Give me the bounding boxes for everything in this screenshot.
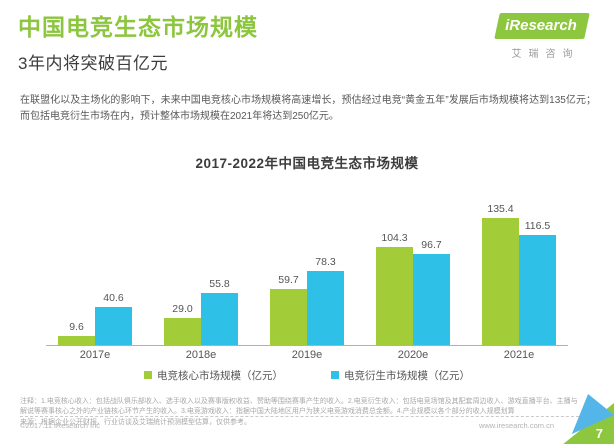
bar-chart-plot: 9.6 40.6 29.0 55.8 59.7 78.3 104.3 96.7 135.4 116… [46,197,568,346]
x-axis-label: 2020e [397,348,429,361]
legend-swatch-core [144,371,152,380]
bar-core-market [164,317,201,345]
bar-core-market [482,217,519,345]
bar-group: 29.0 55.8 [164,278,238,345]
x-axis-labels: 2017e 2018e 2019e 2020e 2021e [46,349,568,361]
bar-value-label: 135.4 [487,202,514,215]
legend-swatch-derivative [331,371,339,380]
x-axis-label: 2017e [79,348,111,361]
page-title: 中国电竞生态市场规模 [18,14,258,40]
bar-group: 104.3 96.7 [376,232,450,345]
chart-title: 2017-2022年中国电竞生态市场规模 [195,155,419,171]
bar-derivative-market [307,270,344,345]
bar-value-label: 29.0 [172,302,193,315]
bar-value-label: 40.6 [103,291,124,304]
footnotes: 注释：1.电竞核心收入：包括战队俱乐部收入、选手收入以及赛事版权收益、赞助等围绕… [20,397,592,429]
iresearch-logo-cn: 艾瑞咨询 [511,49,580,60]
legend-label-core: 电竞核心市场规模（亿元） [157,369,283,382]
footer-website: www.iresearch.com.cn [478,421,554,430]
bar-core-market [270,288,307,345]
bar-value-label: 55.8 [209,277,230,290]
corner-graphic: 7 [560,394,614,444]
footer-divider [20,416,614,417]
iresearch-logo-flag: iResearch [494,13,590,39]
bar-value-label: 104.3 [381,231,408,244]
x-axis-label: 2019e [291,348,323,361]
bar-derivative-market [201,292,238,345]
bar-value-label: 59.7 [278,273,299,286]
bar-derivative-market [519,234,556,345]
footer-copyright: ©2017.11 iResearch Inc [20,421,101,430]
footnote-line: 解说等赛事核心之外的产业链核心环节产生的收入。3.电竞游戏收入：指据中国大陆地区… [20,408,515,416]
legend-item-derivative: 电竞衍生市场规模（亿元） [331,368,470,383]
bar-core-market [376,246,413,345]
x-axis-label: 2021e [503,348,535,361]
footnote-line: 注释：1.电竞核心收入：包括战队俱乐部收入、选手收入以及赛事版权收益、赞助等围绕… [20,397,578,405]
page-number: 7 [595,426,603,441]
page-subtitle: 3年内将突破百亿元 [18,53,168,73]
footnote-line: 来源：根据企业公开财报、行业访谈及艾瑞统计预测模型估算，仅供参考。 [20,418,251,426]
header: 中国电竞生态市场规模 3年内将突破百亿元 iResearch 艾瑞咨询 [0,0,614,74]
bar-core-market [58,335,95,345]
bar-derivative-market [95,306,132,345]
legend-label-derivative: 电竞衍生市场规模（亿元） [344,369,470,382]
bar-value-label: 9.6 [69,320,84,333]
intro-paragraph: 在联盟化以及主场化的影响下，未来中国电竞核心市场规模将高速增长，预估经过电竞“黄… [20,94,596,122]
iresearch-logo-text: iResearch [505,17,577,34]
bar-group: 135.4 116.5 [482,203,556,345]
legend-item-core: 电竞核心市场规模（亿元） [144,368,283,383]
iresearch-logo: iResearch 艾瑞咨询 [494,13,590,60]
bar-group: 9.6 40.6 [58,292,132,345]
bar-value-label: 116.5 [524,219,551,232]
footer: ©2017.11 iResearch Inc www.iresearch.com… [0,394,614,444]
chart-legend: 电竞核心市场规模（亿元） 电竞衍生市场规模（亿元） [0,368,614,383]
bar-value-label: 78.3 [315,255,336,268]
x-axis-label: 2018e [185,348,217,361]
bar-value-label: 96.7 [421,238,442,251]
bar-derivative-market [413,253,450,345]
bar-group: 59.7 78.3 [270,256,344,345]
